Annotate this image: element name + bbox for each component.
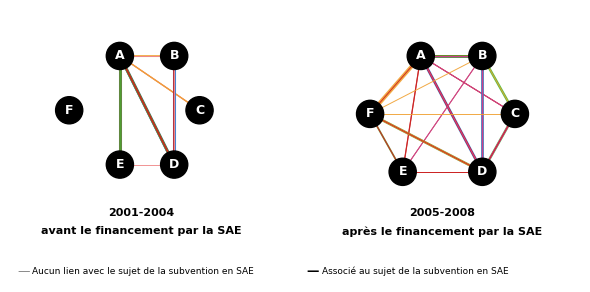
Text: avant le financement par la SAE: avant le financement par la SAE bbox=[41, 226, 242, 236]
Circle shape bbox=[468, 158, 496, 185]
Text: B: B bbox=[169, 49, 179, 62]
Text: A: A bbox=[416, 49, 425, 62]
Circle shape bbox=[106, 151, 133, 178]
Text: C: C bbox=[510, 107, 519, 120]
Text: Aucun lien avec le sujet de la subvention en SAE: Aucun lien avec le sujet de la subventio… bbox=[32, 267, 254, 276]
Text: C: C bbox=[195, 104, 204, 117]
Text: —: — bbox=[18, 265, 30, 278]
Circle shape bbox=[55, 97, 83, 124]
Circle shape bbox=[468, 42, 496, 69]
Text: D: D bbox=[477, 165, 487, 178]
Text: D: D bbox=[169, 158, 179, 171]
Text: 2001-2004: 2001-2004 bbox=[109, 208, 175, 218]
Text: F: F bbox=[366, 107, 374, 120]
Circle shape bbox=[356, 100, 384, 127]
Circle shape bbox=[160, 42, 188, 69]
Text: 2005-2008: 2005-2008 bbox=[409, 208, 476, 218]
Text: E: E bbox=[398, 165, 407, 178]
Text: E: E bbox=[116, 158, 124, 171]
Text: B: B bbox=[477, 49, 487, 62]
Text: F: F bbox=[65, 104, 73, 117]
Circle shape bbox=[502, 100, 529, 127]
Circle shape bbox=[389, 158, 417, 185]
Circle shape bbox=[160, 151, 188, 178]
Text: Associé au sujet de la subvention en SAE: Associé au sujet de la subvention en SAE bbox=[322, 267, 508, 276]
Circle shape bbox=[407, 42, 434, 69]
Text: A: A bbox=[115, 49, 124, 62]
Text: après le financement par la SAE: après le financement par la SAE bbox=[342, 226, 543, 237]
Text: —: — bbox=[307, 265, 319, 278]
Circle shape bbox=[186, 97, 213, 124]
Circle shape bbox=[106, 42, 133, 69]
